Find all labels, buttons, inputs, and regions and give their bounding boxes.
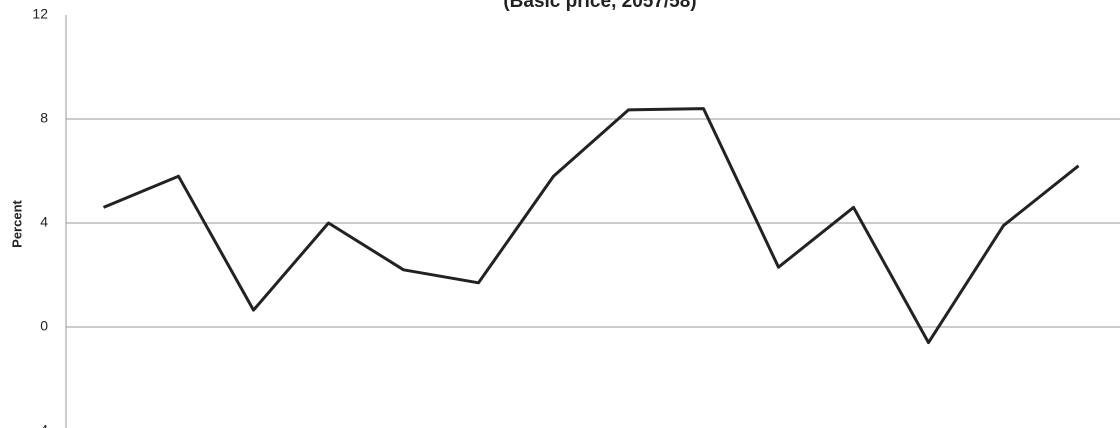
chart-title: (Basic price, 2057/58) xyxy=(503,0,696,12)
y-tick-label: 12 xyxy=(32,6,48,22)
y-axis-label: Percent xyxy=(9,199,24,247)
y-tick-label: 0 xyxy=(40,318,48,334)
y-tick-label: 8 xyxy=(40,110,48,126)
y-tick-label: 4 xyxy=(40,214,48,230)
y-tick-label: -4 xyxy=(36,422,49,428)
data-line xyxy=(102,107,1080,345)
